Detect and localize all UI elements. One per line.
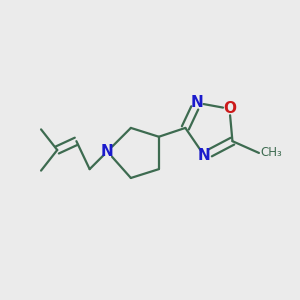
Text: O: O xyxy=(223,101,236,116)
Text: N: N xyxy=(101,144,114,159)
Text: N: N xyxy=(191,95,203,110)
Text: CH₃: CH₃ xyxy=(260,146,282,159)
Text: N: N xyxy=(198,148,211,164)
